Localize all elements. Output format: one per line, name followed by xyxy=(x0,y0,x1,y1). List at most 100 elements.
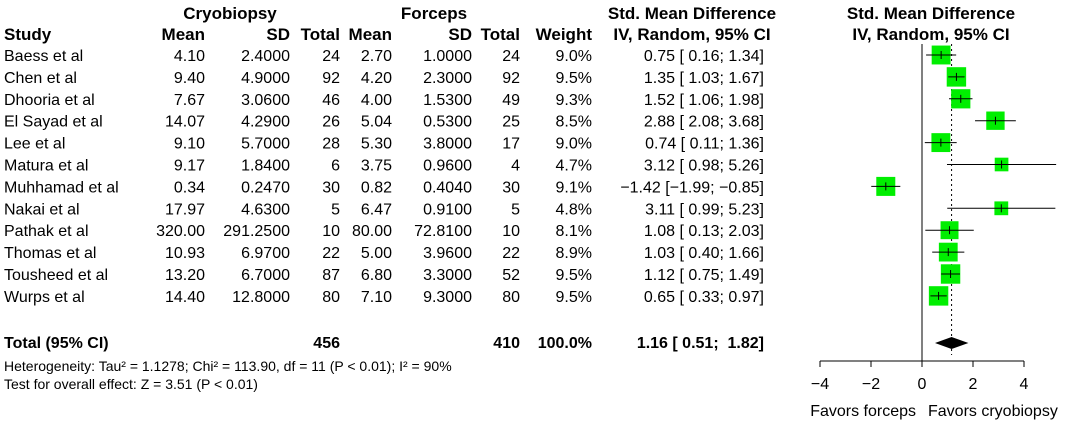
cell-mean1: 9.40 xyxy=(174,70,205,87)
study-column-header: Study xyxy=(4,25,52,44)
table-row: Tousheed et al 13.20 6.7000 87 6.80 3.3000 52 9… xyxy=(4,267,764,284)
cell-ci-text: 1.03 [ 0.40; 1.66] xyxy=(644,245,764,262)
x-tick-label: 0 xyxy=(918,376,927,393)
cell-n1: 6 xyxy=(331,158,340,175)
cell-mean1: 9.17 xyxy=(174,158,205,175)
study-marker xyxy=(932,242,965,262)
group1-header: Cryobiopsy xyxy=(183,4,277,23)
cell-n1: 26 xyxy=(322,114,340,131)
cell-sd2: 3.9600 xyxy=(423,245,472,262)
group2-header: Forceps xyxy=(401,4,467,23)
cell-study: Lee et al xyxy=(4,136,65,153)
cell-mean1: 10.93 xyxy=(165,245,205,262)
cell-n2: 4 xyxy=(511,158,520,175)
cell-weight: 9.0% xyxy=(556,136,592,153)
cell-n2: 24 xyxy=(502,48,520,65)
study-marker xyxy=(947,201,1056,216)
cell-mean2: 6.80 xyxy=(361,267,392,284)
cell-mean2: 5.30 xyxy=(361,136,392,153)
study-marker xyxy=(925,221,974,240)
cell-study: Nakai et al xyxy=(4,201,80,218)
cell-n1: 87 xyxy=(322,267,340,284)
cell-mean1: 4.10 xyxy=(174,48,205,65)
table-row: Muhhamad et al 0.34 0.2470 30 0.82 0.4040 30 9.… xyxy=(4,179,764,196)
cell-weight: 9.0% xyxy=(556,48,592,65)
cell-mean1: 0.34 xyxy=(174,179,205,196)
cell-mean1: 17.97 xyxy=(165,201,205,218)
cell-mean2: 2.70 xyxy=(361,48,392,65)
cell-n1: 24 xyxy=(322,48,340,65)
cell-weight: 9.3% xyxy=(556,92,592,109)
table-row: Thomas et al 10.93 6.9700 22 5.00 3.9600 22 8.9… xyxy=(4,245,764,262)
cell-mean2: 7.10 xyxy=(361,289,392,306)
study-marker xyxy=(946,67,967,87)
cell-n1: 10 xyxy=(322,223,340,240)
cell-n1: 28 xyxy=(322,136,340,153)
cell-sd2: 72.8100 xyxy=(414,223,472,240)
study-marker xyxy=(940,264,961,284)
cell-ci-text: 2.88 [ 2.08; 3.68] xyxy=(644,114,764,131)
cell-mean1: 13.20 xyxy=(165,267,205,284)
x-tick-label: 4 xyxy=(1020,376,1029,393)
total1-column-header: Total xyxy=(301,25,340,44)
total-n2: 410 xyxy=(493,335,520,352)
cell-n1: 22 xyxy=(322,245,340,262)
plot-area: −4 −2 0 2 4 Favors forceps Favors cryobiopsy xyxy=(810,44,1058,420)
overall-effect-note: Test for overall effect: Z = 3.51 (P < 0… xyxy=(4,376,258,392)
cell-ci-text: 1.35 [ 1.03; 1.67] xyxy=(644,70,764,87)
cell-sd1: 2.4000 xyxy=(241,48,290,65)
cell-weight: 8.1% xyxy=(556,223,592,240)
x-tick-label: −4 xyxy=(811,376,829,393)
cell-n2: 10 xyxy=(502,223,520,240)
cell-weight: 9.5% xyxy=(556,289,592,306)
cell-study: Tousheed et al xyxy=(4,267,108,284)
cell-sd2: 9.3000 xyxy=(423,289,472,306)
effect-header-line2: IV, Random, 95% CI xyxy=(613,25,770,44)
cell-sd2: 0.9100 xyxy=(423,201,472,218)
cell-ci-text: 1.52 [ 1.06; 1.98] xyxy=(644,92,764,109)
table-row: Chen et al 9.40 4.9000 92 4.20 2.3000 92 9.5% 1.… xyxy=(4,70,764,87)
total-ci-text: 1.16 [ 0.51; 1.82] xyxy=(637,335,764,352)
table-row: Matura et al 9.17 1.8400 6 3.75 0.9600 4 4.7% 3.… xyxy=(4,158,764,175)
study-marker xyxy=(975,111,1016,130)
favors-right-label: Favors cryobiopsy xyxy=(928,403,1058,420)
cell-ci-text: 0.75 [ 0.16; 1.34] xyxy=(644,48,764,65)
total2-column-header: Total xyxy=(481,25,520,44)
cell-sd1: 5.7000 xyxy=(241,136,290,153)
cell-sd2: 0.9600 xyxy=(423,158,472,175)
cell-sd2: 1.0000 xyxy=(423,48,472,65)
total-weight: 100.0% xyxy=(538,335,592,352)
cell-mean2: 3.75 xyxy=(361,158,392,175)
sd2-column-header: SD xyxy=(448,25,472,44)
cell-study: Baess et al xyxy=(4,48,83,65)
cell-sd1: 3.0600 xyxy=(241,92,290,109)
mean1-column-header: Mean xyxy=(162,25,205,44)
x-tick-label: −2 xyxy=(862,376,880,393)
study-marker xyxy=(946,157,1057,172)
cell-sd1: 12.8000 xyxy=(232,289,290,306)
table-row: Lee et al 9.10 5.7000 28 5.30 3.8000 17 9.0% 0.7… xyxy=(4,136,764,153)
cell-n2: 30 xyxy=(502,179,520,196)
total-n1: 456 xyxy=(313,335,340,352)
cell-mean2: 6.47 xyxy=(361,201,392,218)
cell-weight: 4.7% xyxy=(556,158,592,175)
cell-mean2: 0.82 xyxy=(361,179,392,196)
study-marker xyxy=(924,133,957,153)
cell-mean2: 4.00 xyxy=(361,92,392,109)
cell-n2: 92 xyxy=(502,70,520,87)
table-row: Pathak et al 320.00 291.2500 10 80.00 72.8100… xyxy=(4,223,764,240)
x-tick-label: 2 xyxy=(969,376,978,393)
cell-sd2: 2.3000 xyxy=(423,70,472,87)
cell-weight: 8.5% xyxy=(556,114,592,131)
cell-n2: 22 xyxy=(502,245,520,262)
cell-weight: 9.1% xyxy=(556,179,592,196)
cell-mean1: 320.00 xyxy=(156,223,205,240)
heterogeneity-note: Heterogeneity: Tau² = 1.1278; Chi² = 113… xyxy=(4,358,452,374)
cell-n2: 5 xyxy=(511,201,520,218)
cell-mean2: 4.20 xyxy=(361,70,392,87)
cell-n1: 30 xyxy=(322,179,340,196)
cell-n2: 49 xyxy=(502,92,520,109)
cell-mean1: 9.10 xyxy=(174,136,205,153)
cell-mean1: 7.67 xyxy=(174,92,205,109)
